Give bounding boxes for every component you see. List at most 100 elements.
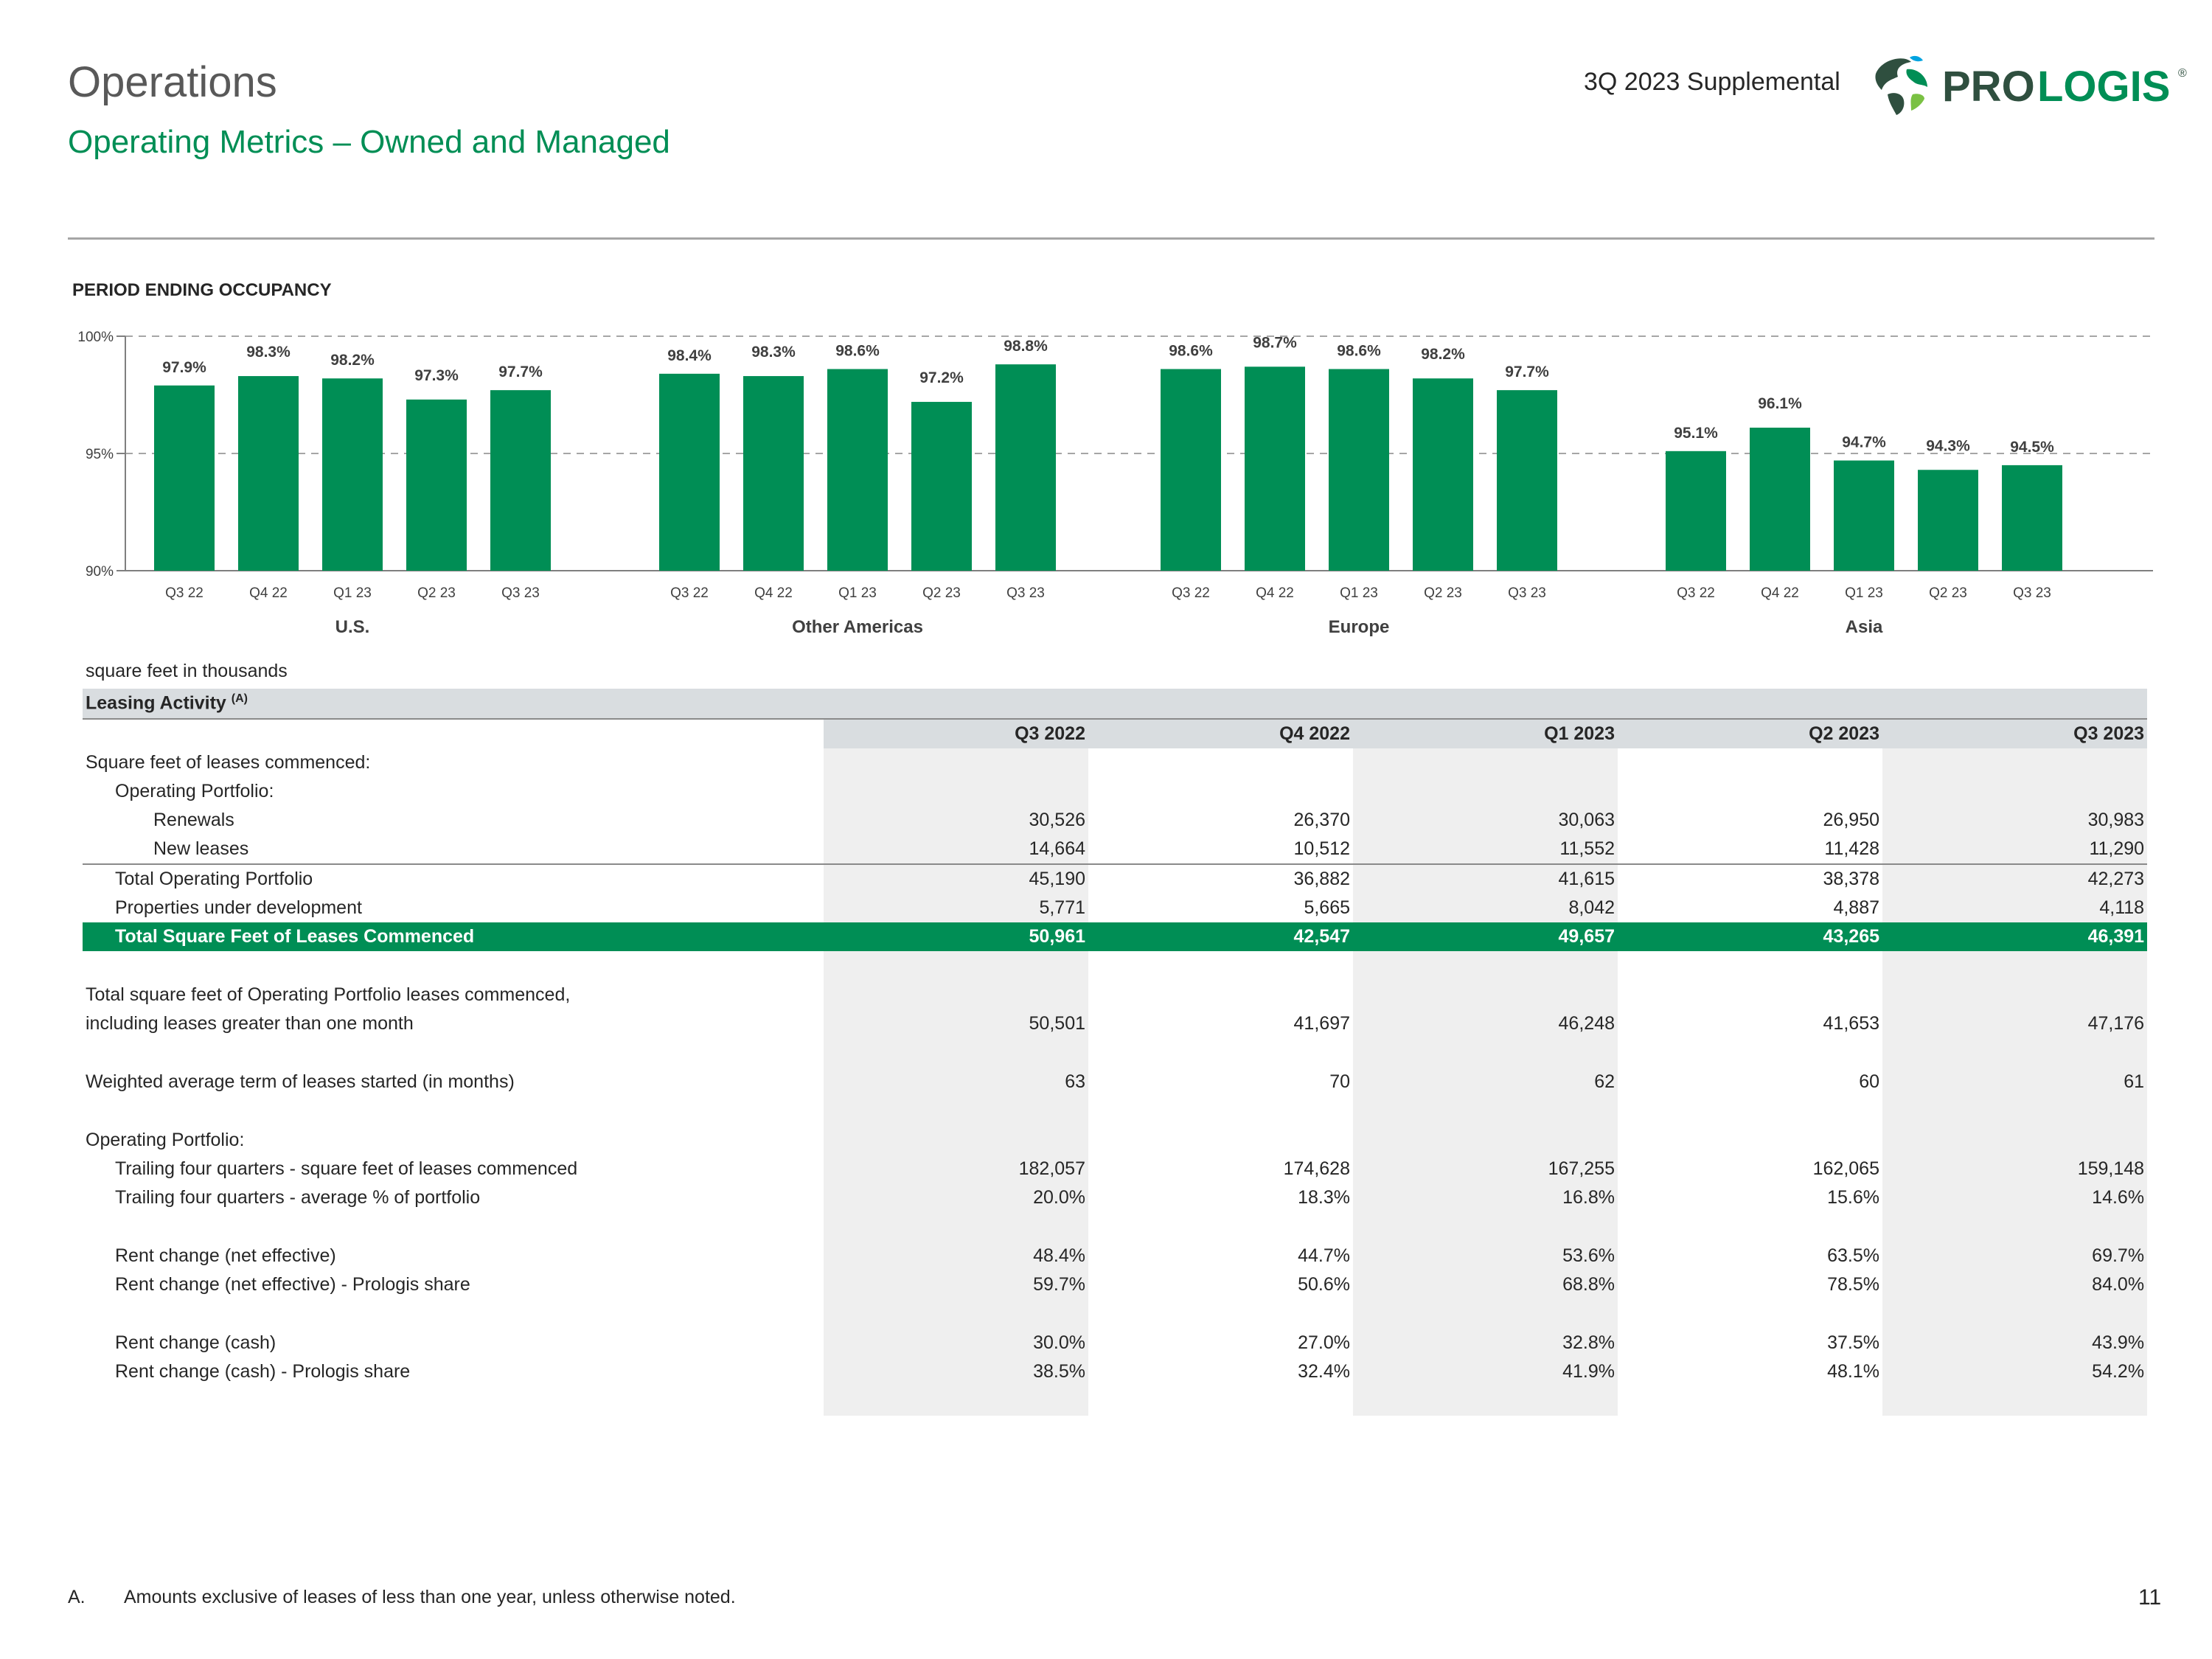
table-cell: 11,290 [1882, 835, 2148, 865]
section-footnote-ref: (A) [231, 692, 248, 706]
x-tick-label: Q4 22 [1256, 585, 1294, 601]
table-cell: 41,697 [1293, 1013, 1350, 1034]
spacer-cell [824, 1212, 1088, 1242]
table-cell: 14.6% [1882, 1183, 2148, 1212]
spacer-cell [1882, 1386, 2148, 1416]
table-cell: 48.1% [1827, 1361, 1879, 1382]
bar-value-label: 97.7% [498, 364, 543, 380]
spacer-cell [1618, 1299, 1882, 1329]
spacer-cell [824, 951, 1088, 981]
logo-text-light: LOGIS [2037, 63, 2170, 111]
table-cell [1882, 777, 2148, 806]
table-row: Properties under development 5,771 5,665 8,… [83, 894, 2148, 922]
bar-value-label: 98.6% [835, 343, 880, 360]
spacer-row [83, 1299, 2148, 1329]
table-cell: 8,042 [1353, 894, 1618, 922]
spacer-cell [1618, 1212, 1882, 1242]
table-cell [1353, 777, 1618, 806]
total-row: Total Square Feet of Leases Commenced 50,… [83, 922, 2148, 951]
table-cell: 48.4% [824, 1242, 1088, 1270]
occupancy-bar [995, 364, 1056, 571]
bar-value-label: 98.6% [1337, 343, 1381, 360]
spacer-cell [824, 1386, 1088, 1416]
table-cell: 38,378 [1823, 869, 1879, 889]
spacer-cell [1882, 1212, 2148, 1242]
spacer-cell [1618, 1038, 1882, 1068]
table-cell [1088, 777, 1353, 806]
leasing-activity-table: Leasing Activity (A) Q3 2022 Q4 2022 Q1 202… [83, 689, 2148, 1416]
table-cell: 62 [1353, 1068, 1618, 1096]
page-number: 11 [2138, 1585, 2162, 1610]
table-cell [1088, 981, 1353, 1009]
header-divider [68, 237, 2154, 240]
table-cell: 174,628 [1283, 1158, 1350, 1179]
x-tick-label: Q1 23 [333, 585, 372, 601]
bar-value-label: 94.7% [1842, 434, 1886, 451]
spacer-cell [1882, 1299, 2148, 1329]
spacer-cell [1882, 1096, 2148, 1126]
spacer-cell [1088, 1212, 1353, 1242]
table-cell: 47,176 [1882, 1009, 2148, 1038]
table-cell: 41,615 [1353, 864, 1618, 894]
spacer-cell [1353, 1299, 1618, 1329]
row-label: Total Operating Portfolio [115, 869, 313, 889]
table-cell: 50,501 [824, 1009, 1088, 1038]
column-header: Q3 2023 [1882, 719, 2148, 748]
spacer-cell [83, 1096, 824, 1126]
x-tick-label: Q3 22 [1677, 585, 1715, 601]
spacer-cell [1353, 951, 1618, 981]
bar-value-label: 98.3% [246, 344, 291, 361]
x-tick-label: Q3 22 [1172, 585, 1210, 601]
column-header: Q4 2022 [1088, 719, 1353, 748]
table-cell: 30,063 [1353, 806, 1618, 835]
spacer-cell [1088, 1038, 1353, 1068]
row-label: Total square feet of Operating Portfolio… [86, 984, 571, 1005]
table-cell: 38.5% [824, 1357, 1088, 1386]
spacer-row [83, 1038, 2148, 1068]
row-label: Renewals [153, 810, 234, 830]
table-row: Total square feet of Operating Portfolio… [83, 981, 2148, 1009]
spacer-cell [1882, 1038, 2148, 1068]
x-tick-label: Q2 23 [922, 585, 961, 601]
section-title: Leasing Activity [86, 692, 226, 714]
x-tick-label: Q3 22 [670, 585, 709, 601]
table-cell: 4,887 [1833, 897, 1879, 918]
x-tick-label: Q4 22 [249, 585, 288, 601]
x-tick-label: Q3 23 [1508, 585, 1546, 601]
spacer-row [83, 1386, 2148, 1416]
footnote-letter: A. [68, 1587, 86, 1607]
row-label: Rent change (cash) [115, 1332, 276, 1353]
column-header-row: Q3 2022 Q4 2022 Q1 2023 Q2 2023 Q3 2023 [83, 719, 2148, 748]
occupancy-bar [911, 402, 972, 571]
spacer-cell [83, 1038, 824, 1068]
table-cell [1353, 1126, 1618, 1155]
x-tick-label: Q3 22 [165, 585, 204, 601]
column-header: Q2 2023 [1618, 719, 1882, 748]
row-label: Operating Portfolio: [115, 781, 274, 801]
table-cell: 63 [824, 1068, 1088, 1096]
table-row: Weighted average term of leases started … [83, 1068, 2148, 1096]
bar-value-label: 94.5% [2010, 439, 2054, 456]
occupancy-section-title: PERIOD ENDING OCCUPANCY [72, 280, 332, 300]
table-cell [1882, 981, 2148, 1009]
row-label: Square feet of leases commenced: [86, 752, 371, 773]
section-title-cell: Leasing Activity (A) [83, 689, 2148, 720]
spacer-cell [1353, 1038, 1618, 1068]
occupancy-bar [2002, 465, 2062, 571]
table-cell: 44.7% [1298, 1245, 1350, 1266]
occupancy-bar [1834, 460, 1894, 571]
y-tick-label: 95% [86, 447, 114, 462]
table-cell: 30,983 [1882, 806, 2148, 835]
table-cell [1088, 1126, 1353, 1155]
spacer-row [83, 1096, 2148, 1126]
occupancy-bar [406, 399, 467, 571]
table-cell: 41,653 [1823, 1013, 1879, 1034]
bar-value-label: 96.1% [1758, 395, 1802, 412]
spacer-cell [1618, 1386, 1882, 1416]
table-cell [1353, 748, 1618, 777]
table-cell: 159,148 [1882, 1155, 2148, 1183]
row-label: Trailing four quarters - square feet of … [115, 1158, 578, 1179]
page-title: Operations [68, 58, 277, 106]
table-cell [1618, 1126, 1882, 1155]
table-row: Rent change (net effective) - Prologis s… [83, 1270, 2148, 1299]
